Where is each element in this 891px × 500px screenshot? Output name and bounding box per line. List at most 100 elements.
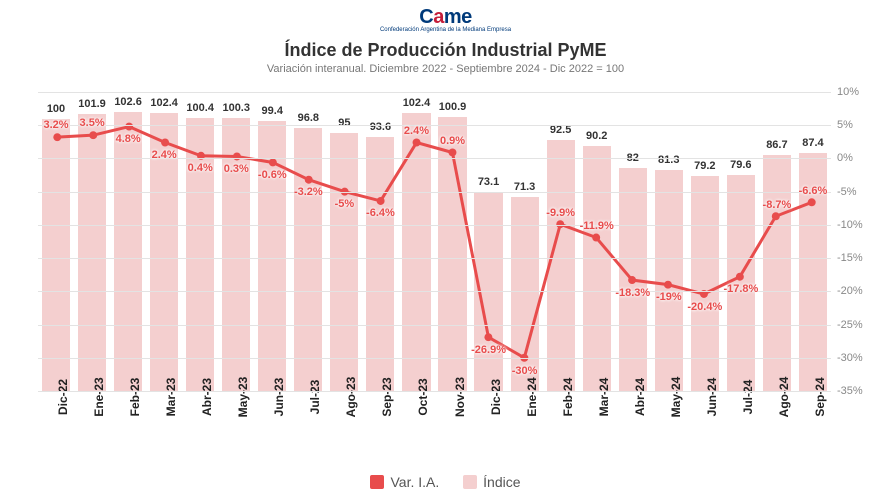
bar-slot: 102.4Oct-23 <box>398 92 434 391</box>
x-axis-label: Ene-23 <box>92 377 106 416</box>
legend-swatch-line <box>370 475 384 489</box>
grid-line <box>38 92 831 93</box>
grid-line <box>38 258 831 259</box>
grid-line <box>38 192 831 193</box>
bar-value-label: 79.2 <box>691 160 719 172</box>
y2-tick: -5% <box>837 186 879 198</box>
bar-value-label: 96.8 <box>294 112 322 124</box>
bar-value-label: 102.6 <box>114 96 142 108</box>
bar: 92.5 <box>547 140 575 391</box>
bar-slot: 82Abr-24 <box>615 92 651 391</box>
line-value-label: -0.6% <box>258 169 287 181</box>
bar-slot: 81.3May-24 <box>651 92 687 391</box>
bar: 90.2 <box>583 146 611 391</box>
line-value-label: 0.4% <box>188 162 213 174</box>
line-value-label: -5% <box>335 198 355 210</box>
plot-area: 100Dic-22101.9Ene-23102.6Feb-23102.4Mar-… <box>38 92 831 392</box>
bar: 99.4 <box>258 121 286 391</box>
y2-tick: -35% <box>837 385 879 397</box>
bar-value-label: 86.7 <box>763 139 791 151</box>
bars-layer: 100Dic-22101.9Ene-23102.6Feb-23102.4Mar-… <box>38 92 831 391</box>
logo: Came Confederación Argentina de la Media… <box>380 6 511 33</box>
bar-slot: 79.2Jun-24 <box>687 92 723 391</box>
bar-slot: 100Dic-22 <box>38 92 74 391</box>
y2-tick: -10% <box>837 219 879 231</box>
bar-slot: 92.5Feb-24 <box>543 92 579 391</box>
x-axis-label: Sep-24 <box>813 377 827 416</box>
line-value-label: -18.3% <box>615 287 650 299</box>
logo-text-red: a <box>433 6 444 28</box>
bar-slot: 90.2Mar-24 <box>579 92 615 391</box>
logo-text-post: me <box>444 6 472 28</box>
bar-slot: 71.3Ene-24 <box>507 92 543 391</box>
x-axis-label: Jun-23 <box>272 378 286 417</box>
x-axis-label: Feb-23 <box>128 378 142 417</box>
line-value-label: 0.9% <box>440 135 465 147</box>
bar-slot: 86.7Ago-24 <box>759 92 795 391</box>
y2-tick: -15% <box>837 252 879 264</box>
legend-label-bar: Índice <box>483 474 520 490</box>
bar-value-label: 101.9 <box>78 98 106 110</box>
bar-slot: 102.4Mar-23 <box>146 92 182 391</box>
y2-tick: 10% <box>837 86 879 98</box>
bar: 102.6 <box>114 112 142 391</box>
x-axis-label: Abr-23 <box>200 378 214 416</box>
bar-slot: 99.4Jun-23 <box>254 92 290 391</box>
bar-value-label: 79.6 <box>727 159 755 171</box>
bar-slot: 101.9Ene-23 <box>74 92 110 391</box>
grid-line <box>38 358 831 359</box>
x-axis-label: Jul-24 <box>741 380 755 415</box>
line-value-label: -26.9% <box>471 344 506 356</box>
logo-subtitle: Confederación Argentina de la Mediana Em… <box>380 27 511 33</box>
bar-value-label: 81.3 <box>655 154 683 166</box>
bar-value-label: 90.2 <box>583 130 611 142</box>
bar-value-label: 93.6 <box>366 121 394 133</box>
x-axis-label: Abr-24 <box>633 378 647 416</box>
bar-value-label: 87.4 <box>799 137 827 149</box>
logo-text-pre: C <box>419 6 433 28</box>
x-axis-label: Feb-24 <box>561 378 575 417</box>
bar-slot: 95Ago-23 <box>326 92 362 391</box>
bar-slot: 100.4Abr-23 <box>182 92 218 391</box>
y2-tick: -20% <box>837 285 879 297</box>
line-value-label: -6.6% <box>799 185 828 197</box>
line-value-label: 4.8% <box>116 133 141 145</box>
y2-tick: 5% <box>837 119 879 131</box>
grid-line <box>38 225 831 226</box>
bar-value-label: 100.9 <box>438 101 466 113</box>
bar-value-label: 99.4 <box>258 105 286 117</box>
header: Came Confederación Argentina de la Media… <box>0 0 891 75</box>
x-axis-label: Jun-24 <box>705 378 719 417</box>
line-value-label: -9.9% <box>546 207 575 219</box>
bar-value-label: 100 <box>42 103 70 115</box>
line-value-label: 3.5% <box>80 117 105 129</box>
line-value-label: 0.3% <box>224 163 249 175</box>
x-axis-label: Oct-23 <box>416 378 430 415</box>
grid-line <box>38 291 831 292</box>
line-value-label: -17.8% <box>723 283 758 295</box>
bar: 95 <box>330 133 358 391</box>
bar: 101.9 <box>78 114 106 391</box>
x-axis-label: Mar-23 <box>164 378 178 417</box>
x-axis-label: Ago-24 <box>777 377 791 418</box>
x-axis-label: Dic-23 <box>489 379 503 415</box>
bar: 71.3 <box>511 197 539 391</box>
line-value-label: -30% <box>512 365 538 377</box>
bar-slot: 93.6Sep-23 <box>362 92 398 391</box>
bar-value-label: 95 <box>330 117 358 129</box>
legend-item-line: Var. I.A. <box>370 474 439 490</box>
bar-value-label: 73.1 <box>474 176 502 188</box>
chart-subtitle: Variación interanual. Diciembre 2022 - S… <box>0 63 891 75</box>
line-value-label: -8.7% <box>763 199 792 211</box>
grid-line <box>38 325 831 326</box>
bar-slot: 79.6Jul-24 <box>723 92 759 391</box>
bar-slot: 87.4Sep-24 <box>795 92 831 391</box>
x-axis-label: Dic-22 <box>56 379 70 415</box>
bar: 100 <box>42 119 70 391</box>
line-value-label: 3.2% <box>43 119 68 131</box>
x-axis-label: Mar-24 <box>597 378 611 417</box>
y2-tick: 0% <box>837 152 879 164</box>
line-value-label: -6.4% <box>366 207 395 219</box>
x-axis-label: Ago-23 <box>344 377 358 418</box>
legend-label-line: Var. I.A. <box>390 474 439 490</box>
